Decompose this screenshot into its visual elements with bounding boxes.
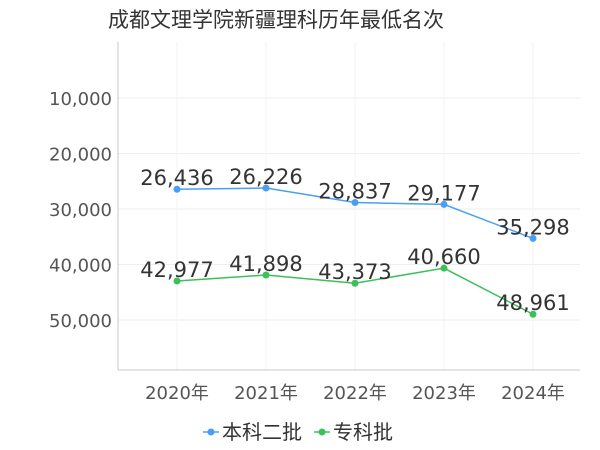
- data-label: 35,298: [496, 215, 569, 239]
- data-point: [529, 310, 537, 318]
- data-point: [173, 185, 181, 193]
- data-point: [529, 234, 537, 242]
- x-tick-label: 2023年: [412, 383, 476, 404]
- axes: [117, 42, 580, 371]
- data-label: 29,177: [407, 181, 480, 205]
- data-label: 28,837: [318, 180, 391, 204]
- data-label: 42,977: [140, 258, 213, 282]
- data-label: 26,226: [229, 165, 302, 189]
- x-tick-label: 2022年: [323, 383, 387, 404]
- grid-lines: [118, 42, 580, 370]
- data-point: [440, 264, 448, 272]
- chart-title: 成都文理学院新疆理科历年最低名次: [108, 8, 444, 32]
- data-point: [351, 199, 359, 207]
- legend-marker-2: [318, 428, 326, 436]
- data-point: [262, 271, 270, 279]
- data-label: 40,660: [407, 245, 480, 269]
- data-point: [173, 277, 181, 285]
- x-axis-ticks: 2020年 2021年 2022年 2023年 2024年: [145, 383, 565, 404]
- legend: 本科二批 专科批: [203, 420, 393, 444]
- y-tick-label: 30,000: [49, 200, 112, 221]
- data-point: [262, 184, 270, 192]
- data-label: 26,436: [140, 166, 213, 190]
- data-label: 41,898: [229, 252, 302, 276]
- y-tick-label: 20,000: [49, 145, 112, 166]
- x-tick-label: 2021年: [234, 383, 298, 404]
- x-tick-label: 2024年: [501, 383, 565, 404]
- data-label: 48,961: [496, 291, 569, 315]
- y-tick-label: 10,000: [49, 89, 112, 110]
- series-layer: 26,436 26,226 28,837 29,177 35,298 42,977 41,8…: [140, 165, 570, 318]
- data-label: 43,373: [318, 260, 391, 284]
- y-tick-label: 40,000: [49, 256, 112, 277]
- data-point: [440, 200, 448, 208]
- y-axis-ticks: 10,000 20,000 30,000 40,000 50,000: [49, 89, 112, 332]
- data-point: [351, 279, 359, 287]
- legend-marker-1: [207, 428, 215, 436]
- legend-label-1: 本科二批: [222, 420, 302, 444]
- y-tick-label: 50,000: [49, 311, 112, 332]
- x-tick-label: 2020年: [145, 383, 209, 404]
- legend-label-2: 专科批: [333, 420, 393, 444]
